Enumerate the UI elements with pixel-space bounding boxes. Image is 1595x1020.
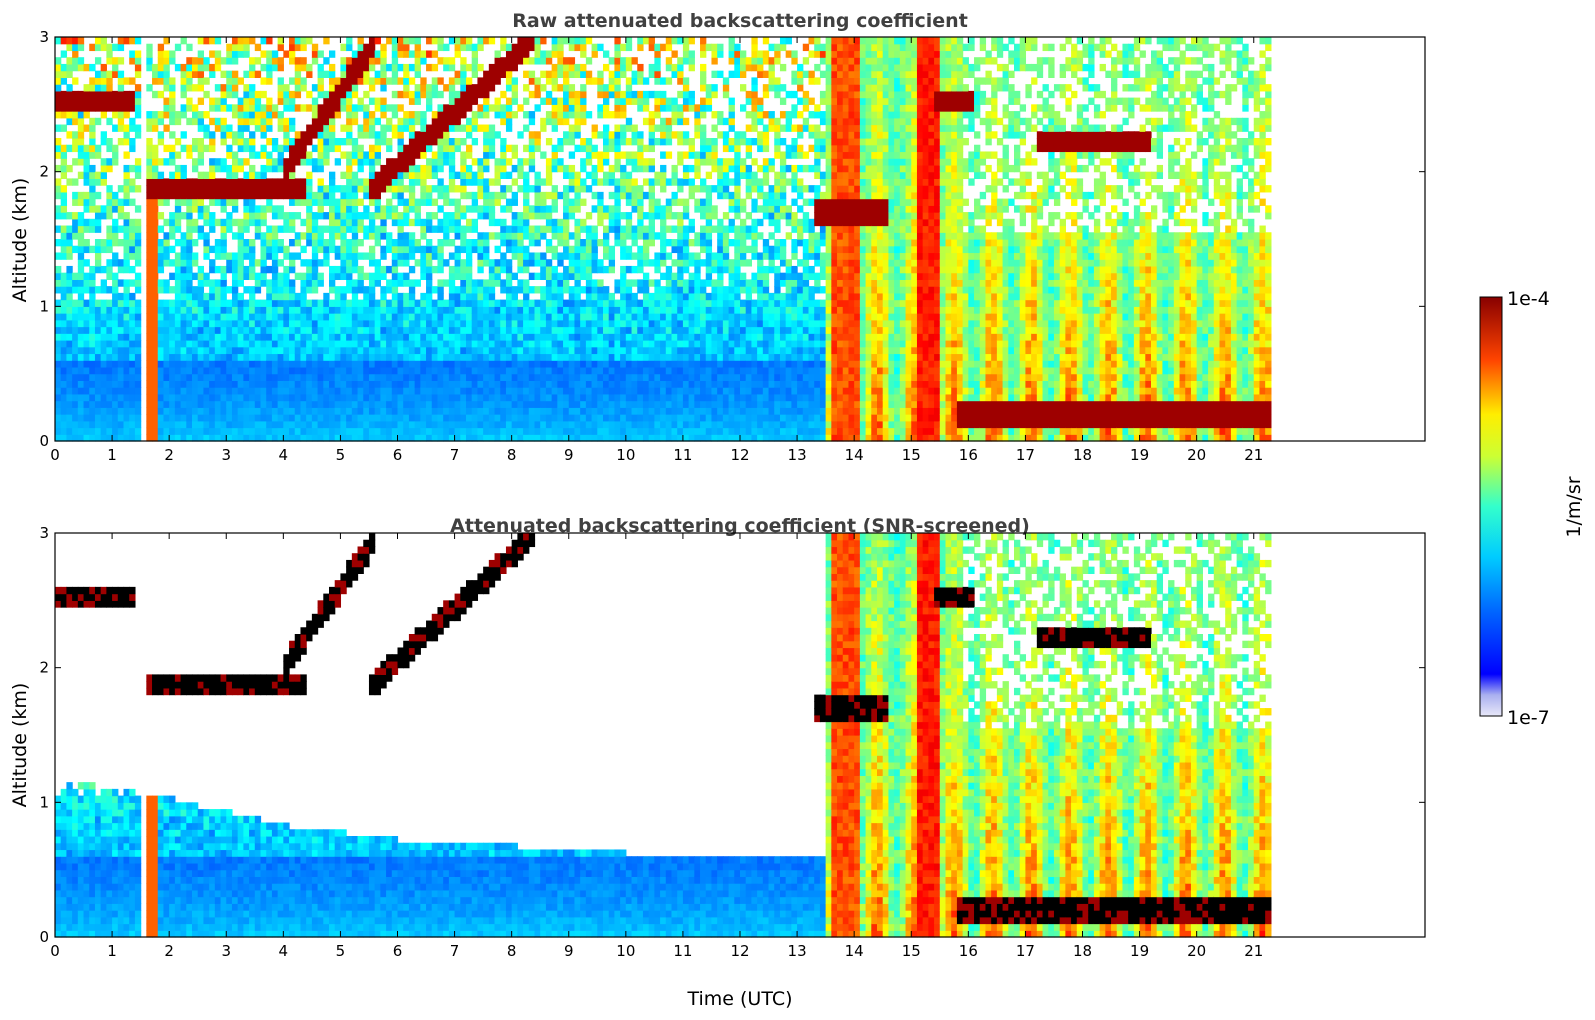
y-tick-label: 1 (39, 297, 49, 315)
heatmap-cells (55, 533, 1272, 938)
x-tick-label: 15 (902, 942, 921, 960)
x-tick-label: 18 (1073, 942, 1092, 960)
x-tick-label: 13 (788, 942, 807, 960)
x-tick-label: 9 (564, 942, 574, 960)
x-tick-label: 1 (107, 942, 117, 960)
x-tick-label: 10 (616, 942, 635, 960)
x-tick-label: 19 (1130, 446, 1149, 464)
x-tick-label: 3 (221, 446, 231, 464)
y-tick-label: 0 (39, 928, 49, 946)
y-tick-label: 0 (39, 432, 49, 450)
x-tick-label: 16 (959, 942, 978, 960)
x-tick-label: 4 (279, 446, 289, 464)
x-tick-label: 10 (616, 446, 635, 464)
y-tick-label: 3 (39, 28, 49, 46)
x-tick-label: 7 (450, 446, 460, 464)
x-tick-label: 13 (788, 446, 807, 464)
y-tick-label: 1 (39, 793, 49, 811)
x-tick-label: 5 (336, 446, 346, 464)
x-tick-label: 2 (164, 942, 174, 960)
panel-title: Raw attenuated backscattering coefficien… (512, 10, 968, 32)
panel-screened: Attenuated backscattering coefficient (S… (9, 515, 1426, 1010)
x-tick-label: 1 (107, 446, 117, 464)
x-tick-label: 3 (221, 942, 231, 960)
y-axis-label: Altitude (km) (9, 683, 31, 808)
y-axis-label: Altitude (km) (9, 178, 31, 303)
x-tick-label: 0 (50, 942, 60, 960)
x-tick-label: 12 (730, 942, 749, 960)
x-tick-label: 6 (393, 446, 403, 464)
x-tick-label: 17 (1016, 942, 1035, 960)
x-tick-label: 14 (845, 942, 864, 960)
x-axis-label: Time (UTC) (686, 988, 792, 1010)
x-tick-label: 17 (1016, 446, 1035, 464)
x-tick-label: 4 (279, 942, 289, 960)
x-tick-label: 14 (845, 446, 864, 464)
x-tick-label: 20 (1187, 446, 1206, 464)
x-tick-label: 16 (959, 446, 978, 464)
x-tick-label: 0 (50, 446, 60, 464)
y-tick-label: 2 (39, 659, 49, 677)
y-tick-label: 2 (39, 163, 49, 181)
panel-title: Attenuated backscattering coefficient (S… (450, 515, 1030, 537)
y-tick-label: 3 (39, 524, 49, 542)
x-tick-label: 20 (1187, 942, 1206, 960)
x-tick-label: 11 (673, 942, 692, 960)
x-tick-label: 6 (393, 942, 403, 960)
colorbar-gradient (1479, 296, 1503, 717)
x-tick-label: 18 (1073, 446, 1092, 464)
x-tick-label: 12 (730, 446, 749, 464)
x-tick-label: 8 (507, 446, 517, 464)
x-tick-label: 2 (164, 446, 174, 464)
x-tick-label: 5 (336, 942, 346, 960)
x-tick-label: 21 (1244, 942, 1263, 960)
colorbar-max-label: 1e-4 (1507, 288, 1550, 310)
colorbar: 1e-4 1e-7 1/m/sr (1479, 288, 1585, 729)
colorbar-unit-label: 1/m/sr (1563, 476, 1585, 537)
panel-raw: Raw attenuated backscattering coefficien… (9, 10, 1426, 464)
x-tick-label: 11 (673, 446, 692, 464)
x-tick-label: 21 (1244, 446, 1263, 464)
x-tick-label: 8 (507, 942, 517, 960)
x-tick-label: 19 (1130, 942, 1149, 960)
heatmap-cells (55, 37, 1272, 442)
x-tick-label: 7 (450, 942, 460, 960)
x-tick-label: 15 (902, 446, 921, 464)
x-tick-label: 9 (564, 446, 574, 464)
colorbar-min-label: 1e-7 (1507, 707, 1550, 729)
